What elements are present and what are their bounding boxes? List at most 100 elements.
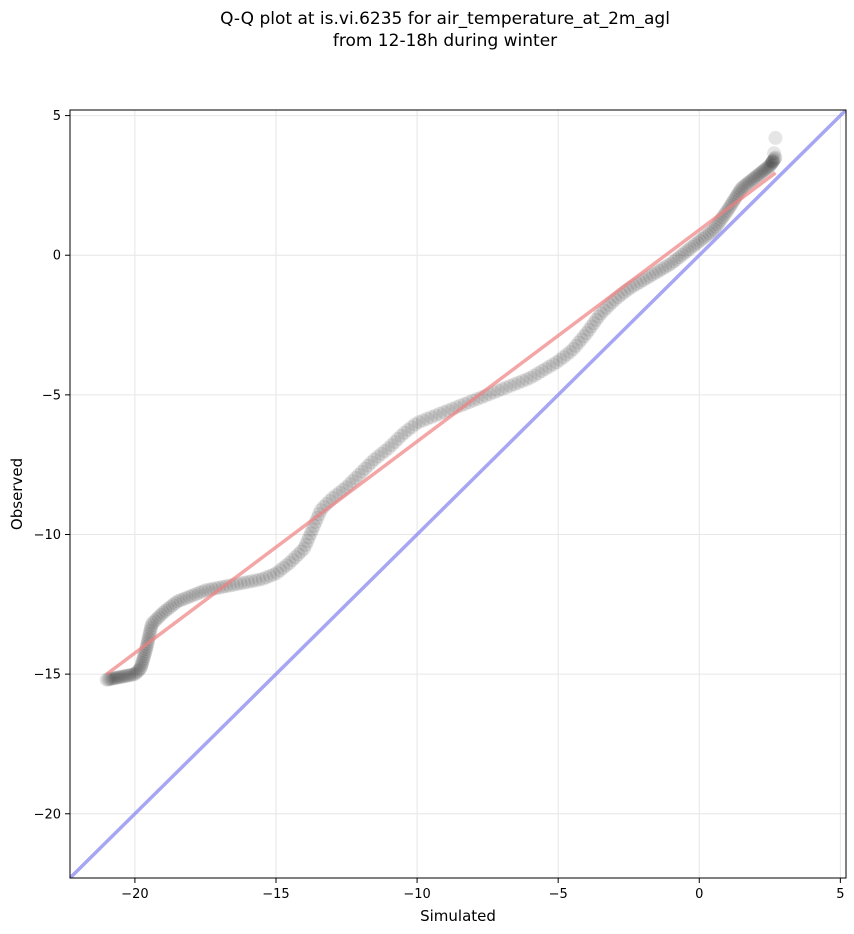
- data-point: [661, 258, 676, 273]
- data-point: [669, 252, 684, 267]
- data-point: [697, 229, 712, 244]
- data-point: [179, 590, 194, 605]
- y-axis-ticks: −20 −15 −10 −5 0 5: [34, 109, 70, 822]
- data-point: [762, 158, 777, 173]
- data-point: [499, 380, 514, 395]
- data-point: [563, 344, 578, 359]
- data-point: [651, 263, 666, 278]
- data-point: [747, 170, 762, 185]
- data-point: [233, 576, 248, 591]
- x-tick-label: −15: [262, 887, 289, 902]
- data-point: [746, 172, 761, 187]
- data-point: [291, 547, 306, 562]
- data-point: [664, 256, 679, 271]
- data-point: [391, 431, 405, 446]
- data-point: [523, 370, 538, 385]
- data-point: [768, 150, 783, 165]
- data-point: [717, 208, 732, 223]
- grid-lines: [70, 110, 846, 878]
- data-point: [285, 553, 300, 568]
- data-point: [120, 668, 135, 683]
- data-point: [758, 162, 773, 177]
- data-point: [507, 377, 522, 392]
- data-point: [515, 374, 530, 389]
- y-tick-label: −20: [34, 807, 61, 822]
- x-tick-label: 5: [836, 887, 844, 902]
- data-point: [106, 671, 120, 686]
- data-point: [384, 438, 399, 453]
- x-axis-label: Simulated: [420, 907, 496, 925]
- data-point: [755, 164, 770, 179]
- data-point: [549, 355, 564, 370]
- data-point: [135, 653, 150, 668]
- plot-frame: [69, 109, 847, 879]
- data-point: [143, 621, 158, 636]
- data-point: [107, 671, 122, 686]
- data-point: [751, 168, 766, 183]
- plot-area: [70, 110, 846, 878]
- data-point: [294, 544, 309, 559]
- data-point: [519, 372, 534, 387]
- data-point: [153, 607, 168, 622]
- data-point: [416, 413, 431, 428]
- data-point: [553, 352, 568, 367]
- data-point: [173, 593, 188, 608]
- data-point: [645, 267, 660, 282]
- data-point: [165, 598, 180, 613]
- data-point: [436, 405, 451, 420]
- data-point: [168, 596, 183, 611]
- data-point: [754, 165, 769, 180]
- data-point: [579, 326, 594, 341]
- data-point: [273, 563, 288, 578]
- data-point: [749, 169, 764, 184]
- data-point: [737, 178, 752, 193]
- data-point: [282, 555, 297, 570]
- data-point: [574, 332, 589, 347]
- data-point: [147, 614, 162, 629]
- data-point: [374, 446, 389, 461]
- data-point: [158, 603, 173, 618]
- data-point: [116, 669, 131, 684]
- data-point: [364, 455, 379, 470]
- data-point: [685, 239, 700, 254]
- data-point: [704, 224, 719, 239]
- y-tick-label: −10: [34, 528, 61, 543]
- data-point: [556, 350, 571, 365]
- data-point: [381, 441, 396, 456]
- chart-title-line-1: Q-Q plot at is.vi.6235 for air_temperatu…: [220, 9, 670, 29]
- data-point: [156, 605, 171, 620]
- data-point: [432, 406, 447, 421]
- data-point: [237, 575, 252, 590]
- data-point: [370, 449, 385, 464]
- data-point: [143, 624, 158, 639]
- data-point: [112, 670, 127, 685]
- data-point: [757, 163, 772, 178]
- data-point: [702, 226, 717, 241]
- data-point: [297, 541, 312, 556]
- data-point: [571, 335, 586, 350]
- data-point: [766, 153, 781, 168]
- data-point: [763, 157, 778, 172]
- data-point: [141, 631, 156, 646]
- data-point: [137, 649, 152, 664]
- data-point: [114, 669, 129, 684]
- data-point: [682, 241, 697, 256]
- data-point: [765, 154, 780, 169]
- data-point: [599, 300, 614, 315]
- data-point: [677, 245, 692, 260]
- identity-line: [70, 110, 846, 878]
- data-point: [428, 408, 443, 423]
- data-point: [695, 231, 710, 246]
- data-point: [742, 174, 757, 189]
- data-point: [666, 254, 681, 269]
- data-point: [133, 660, 148, 675]
- data-point: [576, 329, 591, 344]
- data-point: [648, 265, 663, 280]
- data-point: [741, 176, 756, 191]
- data-point: [639, 271, 654, 286]
- data-point: [707, 222, 722, 237]
- data-point: [170, 594, 185, 609]
- data-point: [134, 658, 149, 673]
- data-point: [109, 670, 124, 685]
